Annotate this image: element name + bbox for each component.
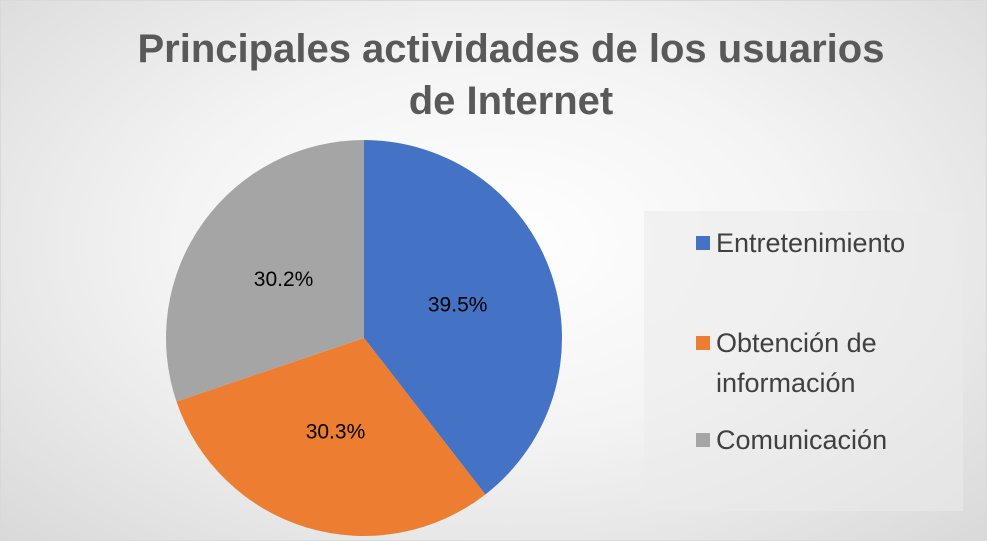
data-label: 39.5% [428, 293, 488, 316]
legend-item: Obtención de información [696, 323, 956, 403]
chart-title: Principales actividades de los usuarios … [137, 27, 885, 123]
pie-slice [364, 140, 562, 495]
legend-swatch [696, 336, 710, 350]
legend: Entretenimiento Obtención de información C… [644, 211, 963, 511]
data-label: 30.3% [306, 420, 366, 443]
legend-label: Entretenimiento [716, 228, 906, 258]
legend-label: Comunicación [716, 425, 888, 455]
data-label: 30.2% [254, 268, 314, 291]
legend-label: Obtención de información [716, 328, 877, 398]
legend-swatch [696, 433, 710, 447]
pie-slice [176, 338, 486, 536]
pie-slice [165, 140, 364, 402]
legend-swatch [696, 236, 710, 250]
legend-item: Entretenimiento [696, 223, 956, 263]
legend-item: Comunicación [696, 420, 956, 460]
